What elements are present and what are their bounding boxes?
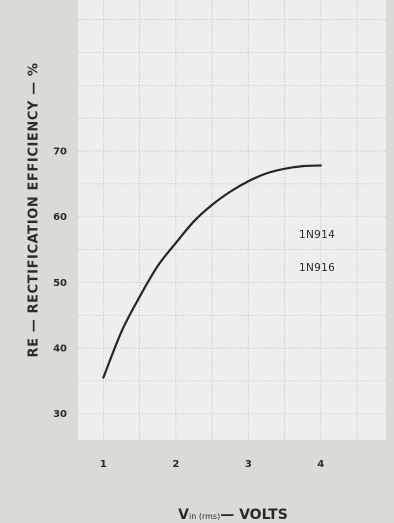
y-tick-labels: 30 40 50 60 70	[53, 147, 67, 421]
series-label: 1N916	[299, 262, 335, 274]
y-tick-label: 60	[53, 212, 67, 223]
x-tick-label: 4	[317, 459, 324, 470]
x-tick-label: 1	[100, 459, 107, 470]
x-axis-label-suffix: — VOLTS	[220, 507, 288, 523]
y-tick-label: 40	[53, 344, 67, 355]
x-tick-label: 3	[245, 459, 252, 470]
series-layer	[102, 164, 322, 379]
y-tick-label: 30	[53, 409, 67, 420]
y-tick-label: 70	[53, 147, 67, 158]
x-tick-label: 2	[172, 459, 179, 470]
plot-area	[78, 0, 386, 440]
x-axis-label-subscript: in (rms)	[189, 512, 221, 521]
y-tick-label: 50	[53, 278, 67, 289]
x-axis-label: Vin (rms)— VOLTS	[178, 507, 288, 523]
y-axis-label: RE — RECTIFICATION EFFICIENCY — %	[26, 62, 42, 358]
series-line-1n914-1n916	[102, 164, 322, 379]
x-axis-label-main: V	[178, 507, 190, 523]
series-label: 1N914	[299, 229, 335, 241]
series-labels: 1N914 1N916	[299, 229, 335, 274]
x-tick-labels: 1 2 3 4	[100, 459, 324, 470]
